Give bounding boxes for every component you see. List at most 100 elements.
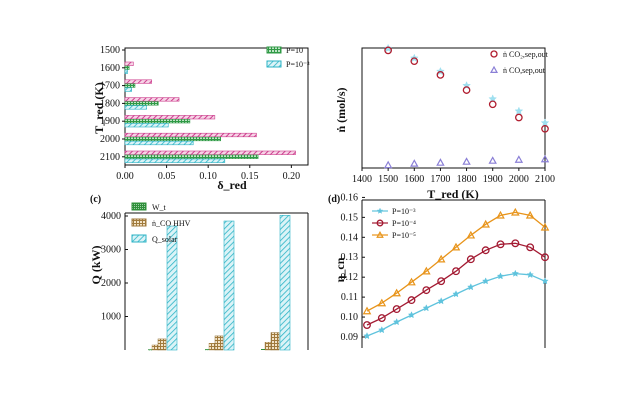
point-d-s0 — [541, 277, 549, 285]
bar-c-small-1 — [208, 343, 216, 351]
bar-1600-s1 — [124, 69, 128, 74]
point-d-s2 — [466, 230, 476, 239]
xtick-label-b: 1900 — [483, 174, 503, 185]
xtick-label-a: 0.00 — [116, 171, 134, 182]
ytick-label-c: 1000 — [101, 312, 121, 323]
point-b-s2 — [540, 118, 550, 127]
bar-c-wt-2 — [261, 348, 265, 350]
ytick-label-a: 1500 — [100, 45, 120, 56]
point-d-s1 — [363, 321, 371, 329]
point-d-s1 — [541, 253, 549, 262]
point-d-s1 — [422, 286, 431, 295]
bar-2000-s0 — [124, 136, 221, 142]
xtick-label-b: 1800 — [457, 174, 477, 185]
ytick-label-a: 2100 — [100, 152, 120, 163]
xtick-label-a: 0.10 — [199, 171, 217, 182]
bar-c-nco-1 — [214, 335, 224, 351]
point-d-s1 — [526, 243, 535, 252]
xtick-label-a: 0.20 — [283, 171, 301, 182]
ytick-label-d: 0.15 — [341, 212, 359, 223]
ytick-label-d: 0.11 — [341, 292, 358, 303]
point-b-s1 — [462, 157, 471, 165]
legend-label-d1: P=10⁻³ — [392, 207, 416, 216]
point-d-s2 — [481, 219, 490, 228]
panel-c: 1000 2000 3000 4000 Q (kW) (c) W_t ṅ_CO HHV Q_so… — [89, 194, 309, 351]
point-d-s1 — [496, 240, 505, 249]
ytick-label-a: 1600 — [100, 63, 120, 74]
ytick-label-d: 0.14 — [341, 232, 359, 243]
point-b-s0 — [488, 100, 497, 109]
legend-label-c3: Q_solar — [152, 235, 178, 244]
point-d-s0 — [392, 318, 401, 326]
bar-c-qsolar-2 — [279, 215, 291, 351]
legend-swatch-a1 — [266, 46, 282, 54]
panel-d: 0.09 0.10 0.11 0.12 0.13 0.14 0.15 0.16 η_cn (d) P… — [328, 192, 550, 348]
bar-1600-s2 — [124, 61, 134, 66]
ytick-label-a: 1800 — [100, 98, 120, 109]
point-b-s1 — [540, 154, 550, 163]
legend-label-a2: P=10⁻³ — [286, 60, 310, 69]
xtick-label-b: 1700 — [430, 174, 450, 185]
point-d-s2 — [511, 207, 520, 216]
point-b-s0 — [541, 124, 549, 133]
point-d-s2 — [362, 306, 372, 315]
point-b-s0 — [384, 46, 392, 55]
point-d-s1 — [407, 296, 416, 305]
point-d-s1 — [377, 314, 386, 323]
x-axis-label-a: δ_red — [217, 178, 247, 192]
bar-c-nco-2 — [270, 332, 280, 351]
panel-a: 1500 1600 1700 1800 1900 2000 2100 0.00 0.05 0.10… — [92, 45, 310, 192]
line-d-s2 — [366, 211, 546, 312]
legend-swatch-c2 — [131, 218, 147, 227]
y-axis-label-b: ṅ (mol/s) — [334, 87, 348, 132]
point-d-s1 — [466, 255, 475, 264]
point-d-s1 — [452, 267, 460, 276]
point-d-s2 — [451, 242, 461, 251]
bar-2100-s2 — [124, 150, 296, 155]
point-b-s1 — [488, 156, 497, 164]
y-axis-label-c: Q (kW) — [89, 245, 103, 284]
line-d-s0 — [366, 272, 546, 337]
bar-2000-s1 — [124, 140, 194, 146]
legend-marker-d2 — [376, 219, 384, 227]
point-b-s0 — [410, 57, 419, 66]
ytick-label-a: 2000 — [100, 134, 120, 145]
legend-label-c1: W_t — [152, 203, 167, 212]
point-d-s0 — [496, 272, 505, 280]
y-axis-label-d: η_cn — [333, 257, 347, 282]
point-d-s0 — [481, 277, 490, 285]
point-d-s2 — [407, 277, 416, 286]
point-d-s0 — [363, 332, 371, 340]
bar-c-qsolar-0 — [166, 225, 178, 351]
legend-marker-b1 — [490, 50, 498, 58]
bar-1800-s2 — [124, 97, 180, 102]
panel-b: 1400 1500 1600 1700 1800 1900 2000 2100 T_red (K… — [334, 43, 555, 201]
point-d-s0 — [407, 311, 416, 319]
xtick-label-b: 1600 — [404, 174, 424, 185]
plot-frame-b — [361, 47, 546, 169]
ytick-label-c: 2000 — [101, 278, 121, 289]
point-d-s2 — [436, 254, 446, 263]
ytick-label-c: 3000 — [101, 245, 121, 256]
ytick-label-d: 0.12 — [341, 272, 359, 283]
xtick-label-b: 2100 — [535, 174, 555, 185]
point-b-s1 — [436, 158, 445, 166]
legend-label-d3: P=10⁻⁵ — [392, 231, 416, 240]
legend-label-c2: ṅ_CO HHV — [152, 219, 191, 228]
bar-1700-s1 — [124, 87, 132, 92]
bar-2100-s0 — [124, 154, 259, 159]
ytick-label-d: 0.10 — [341, 312, 359, 323]
point-d-s2 — [392, 288, 401, 297]
point-d-s1 — [481, 246, 490, 255]
point-d-s0 — [526, 270, 534, 279]
ytick-label-d: 0.13 — [341, 252, 359, 263]
bar-1700-s0 — [124, 83, 136, 88]
point-d-s2 — [377, 298, 387, 307]
legend-marker-d1 — [376, 207, 384, 214]
xtick-label-b: 1400 — [352, 174, 372, 185]
bar-1800-s0 — [124, 101, 159, 106]
bar-1600-s0 — [124, 65, 130, 70]
legend-marker-d3 — [376, 230, 384, 238]
point-d-s2 — [540, 222, 550, 231]
